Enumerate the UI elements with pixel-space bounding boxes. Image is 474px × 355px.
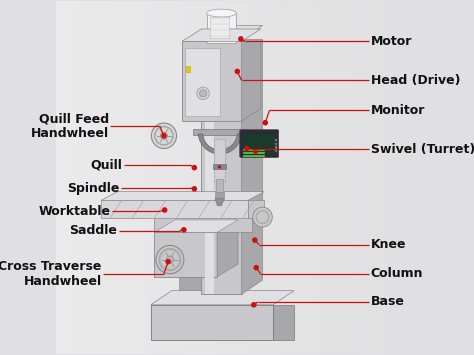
Circle shape <box>162 207 167 213</box>
Circle shape <box>156 245 184 274</box>
Circle shape <box>238 36 244 42</box>
Circle shape <box>200 90 207 97</box>
Text: Motor: Motor <box>371 35 412 48</box>
FancyBboxPatch shape <box>240 130 279 157</box>
Polygon shape <box>242 42 261 121</box>
Circle shape <box>191 186 197 192</box>
Bar <box>273 305 294 340</box>
Circle shape <box>244 146 250 151</box>
Bar <box>241 141 260 144</box>
Bar <box>201 40 242 294</box>
Circle shape <box>252 237 257 243</box>
Circle shape <box>166 256 173 263</box>
Text: Head (Drive): Head (Drive) <box>371 74 460 87</box>
Bar <box>182 42 242 121</box>
Bar <box>205 40 214 294</box>
Bar <box>151 305 273 340</box>
Circle shape <box>254 265 259 271</box>
Text: Monitor: Monitor <box>371 104 425 117</box>
Circle shape <box>191 165 197 170</box>
Text: Worktable: Worktable <box>38 204 110 218</box>
Bar <box>275 143 277 145</box>
Polygon shape <box>154 209 266 217</box>
Circle shape <box>218 165 221 169</box>
Bar <box>154 217 252 232</box>
Polygon shape <box>179 277 201 294</box>
Bar <box>275 139 277 141</box>
Polygon shape <box>151 291 294 305</box>
Bar <box>275 150 277 152</box>
Text: Quill: Quill <box>91 159 123 171</box>
Circle shape <box>163 208 166 212</box>
Polygon shape <box>101 201 248 218</box>
Text: Base: Base <box>371 295 405 308</box>
Bar <box>216 179 223 193</box>
Circle shape <box>165 259 171 264</box>
Circle shape <box>235 69 240 74</box>
Circle shape <box>253 207 272 227</box>
Text: Column: Column <box>371 267 423 280</box>
Bar <box>213 164 226 169</box>
Bar <box>207 13 237 43</box>
Bar <box>185 48 220 116</box>
Bar <box>275 146 277 148</box>
Wedge shape <box>198 134 241 154</box>
Text: Saddle: Saddle <box>70 224 118 237</box>
Circle shape <box>197 87 210 100</box>
Bar <box>214 138 225 181</box>
Text: Spindle: Spindle <box>67 182 119 195</box>
Text: Cross Traverse
Handwheel: Cross Traverse Handwheel <box>0 260 102 288</box>
Bar <box>215 192 224 199</box>
Bar <box>210 17 229 38</box>
Circle shape <box>253 149 258 154</box>
Bar <box>248 201 264 218</box>
Circle shape <box>263 120 268 126</box>
Circle shape <box>251 302 256 308</box>
Circle shape <box>161 133 167 138</box>
Circle shape <box>182 228 186 231</box>
Polygon shape <box>242 40 263 294</box>
Bar <box>154 232 217 277</box>
Bar <box>186 66 190 72</box>
Ellipse shape <box>207 9 237 17</box>
Polygon shape <box>215 199 224 206</box>
Circle shape <box>151 123 176 148</box>
Bar <box>193 129 247 135</box>
Polygon shape <box>154 220 238 232</box>
Text: Quill Feed
Handwheel: Quill Feed Handwheel <box>31 112 109 140</box>
Polygon shape <box>201 26 263 40</box>
Circle shape <box>161 132 167 139</box>
Polygon shape <box>101 192 264 201</box>
Text: Swivel (Turret): Swivel (Turret) <box>371 143 474 156</box>
Circle shape <box>181 227 187 233</box>
Polygon shape <box>217 220 238 277</box>
Polygon shape <box>182 29 261 42</box>
Bar <box>243 134 275 154</box>
Text: Knee: Knee <box>371 238 406 251</box>
